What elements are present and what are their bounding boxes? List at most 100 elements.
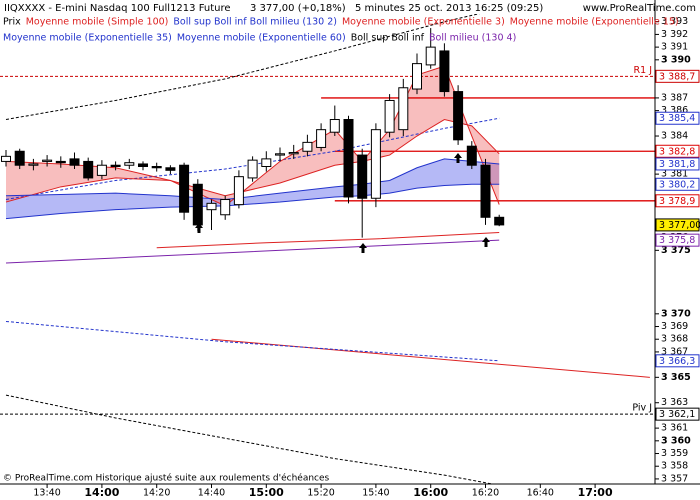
candle-body xyxy=(316,129,327,148)
band-fill xyxy=(6,66,500,206)
price-tag xyxy=(655,111,700,125)
candle-body xyxy=(83,160,94,179)
x-tick-label: 15:20 xyxy=(307,488,334,499)
price-tag xyxy=(655,144,700,158)
signal-arrow xyxy=(359,243,367,253)
footer: © ProRealTime.com Historique ajusté suit… xyxy=(3,473,330,484)
candle-body xyxy=(179,164,190,213)
indicator-line xyxy=(5,183,500,220)
candle-body xyxy=(55,160,66,164)
candle-body xyxy=(1,155,11,162)
price-tag-label: 3 362,1 xyxy=(659,409,695,420)
price-tag-label: 3 388,7 xyxy=(659,71,695,82)
candle-body xyxy=(370,129,381,199)
candle-body xyxy=(192,183,203,226)
y-tick-label: 3 360 xyxy=(661,435,691,446)
candle-body xyxy=(453,91,464,141)
candle-body xyxy=(14,150,25,166)
x-tick-label: 16:00 xyxy=(413,486,448,499)
x-tick-label: 16:40 xyxy=(527,488,554,499)
x-tick-label: 17:00 xyxy=(578,486,613,499)
x-tick-label: 15:40 xyxy=(362,488,389,499)
candle-body xyxy=(96,164,107,176)
x-tick-label: 14:00 xyxy=(84,486,119,499)
indicator-line xyxy=(5,239,500,264)
price-tag xyxy=(655,177,700,191)
legend-entry: Moyenne mobile (Exponentielle 60) xyxy=(177,33,346,44)
price-tag-label: 3 375,8 xyxy=(659,235,695,246)
candle-body xyxy=(261,158,272,168)
candle-body xyxy=(384,99,395,133)
candle-body xyxy=(220,199,231,216)
indicator-line xyxy=(5,14,480,121)
candle-body xyxy=(466,145,477,166)
price-tag-label: 3 385,4 xyxy=(659,113,695,124)
y-tick-label: 3 387 xyxy=(661,92,688,103)
price-tag-label: 3 378,9 xyxy=(659,196,695,207)
y-tick-label: 3 384 xyxy=(661,131,688,142)
y-tick-label: 3 357 xyxy=(661,473,688,484)
candle-body xyxy=(480,164,491,218)
candle-body xyxy=(165,167,176,171)
candle-body xyxy=(329,119,340,133)
signal-arrow xyxy=(454,153,462,163)
candle-body xyxy=(206,202,217,211)
y-tick-label: 3 367 xyxy=(661,346,688,357)
y-tick-label: 3 368 xyxy=(661,334,688,345)
indicator-line xyxy=(5,320,500,362)
price-tag xyxy=(655,194,700,208)
legend-entry: Prix xyxy=(3,17,21,28)
plot-area xyxy=(0,14,655,484)
candle-body xyxy=(398,87,409,131)
indicator-line xyxy=(5,394,496,484)
legend-entry: Moyenne mobile (Simple 100) xyxy=(26,17,169,28)
y-tick-label: 3 358 xyxy=(661,461,688,472)
price-tag xyxy=(655,157,700,171)
legend-entry: Boll milieu (130 4) xyxy=(429,33,516,44)
y-tick-label: 3 391 xyxy=(661,42,688,53)
header-site: www.ProRealTime.com xyxy=(583,3,696,14)
y-tick-label: 3 363 xyxy=(661,397,688,408)
footer-bg xyxy=(0,472,330,483)
signals xyxy=(195,153,490,253)
candle-body xyxy=(302,141,313,152)
candle-body xyxy=(439,50,450,93)
price-tag xyxy=(655,407,700,421)
signal-arrow xyxy=(195,223,203,233)
candle-body xyxy=(425,46,436,66)
indicator-line xyxy=(156,232,500,249)
y-tick-label: 3 381 xyxy=(661,169,688,180)
y-tick-label: 3 386 xyxy=(661,105,688,116)
candle-body xyxy=(151,166,162,169)
price-tag-label: 3 377,00 xyxy=(659,220,700,231)
header-last: 3 377,00 (+0,18%) xyxy=(250,3,346,14)
y-tick-label: 3 361 xyxy=(661,423,688,434)
y-tick-label: 3 359 xyxy=(661,448,688,459)
legend-entry: Moyenne mobile (Exponentielle 15) xyxy=(510,17,679,28)
indicator-line xyxy=(5,158,500,201)
y-tick-label: 3 393 xyxy=(661,16,688,27)
candle-body xyxy=(412,63,422,90)
legend-entry: Boll sup Boll inf xyxy=(351,33,425,44)
trend-line xyxy=(211,338,650,378)
candle-body xyxy=(247,159,258,179)
candle-body xyxy=(275,153,285,156)
header-symbol: IIQXXXX - E-mini Nasdaq 100 Full1213 Fut… xyxy=(4,3,231,14)
legend-entry: Boll sup Boll inf Boll milieu (130 2) xyxy=(173,17,337,28)
y-tick-label: 3 375 xyxy=(661,245,691,256)
price-tag xyxy=(655,69,700,83)
price-tag xyxy=(655,233,700,247)
candle-body xyxy=(28,163,39,166)
header-period: 5 minutes 25 oct. 2013 16:25 (09:25) xyxy=(355,3,543,14)
price-tag-label: 3 381,8 xyxy=(659,159,695,170)
candle-body xyxy=(288,152,299,155)
y-tick-label: 3 365 xyxy=(661,372,691,383)
price-tag-label: 3 366,3 xyxy=(659,356,695,367)
candle-body xyxy=(494,216,505,226)
y-tick-label: 3 390 xyxy=(661,54,691,65)
candle-body xyxy=(343,119,354,198)
y-tick-label: 3 369 xyxy=(661,321,688,332)
x-tick-label: 14:40 xyxy=(198,488,225,499)
level-label: Piv J xyxy=(632,403,652,414)
